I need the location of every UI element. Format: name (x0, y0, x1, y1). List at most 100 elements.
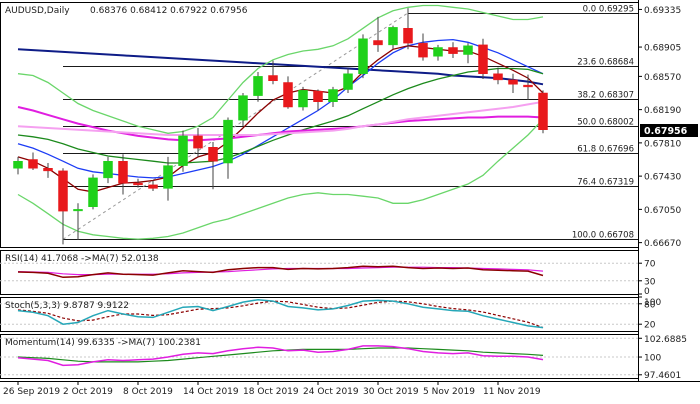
overlay-line-boll (17, 4, 544, 134)
candle (313, 89, 323, 111)
candle-body (163, 165, 173, 189)
candle (523, 74, 533, 100)
candle-body (403, 28, 413, 44)
candle (373, 16, 383, 52)
momentum-tick-label: 97.4601 (644, 371, 681, 381)
stoch-signal-line (17, 300, 544, 329)
candle (508, 73, 518, 93)
candle (28, 152, 38, 170)
candle (478, 38, 488, 79)
candle (463, 43, 473, 64)
candle-body (28, 159, 38, 169)
candle-body (223, 119, 233, 164)
candle-body (298, 90, 308, 108)
candle-body (208, 147, 218, 162)
candle-body (103, 161, 113, 179)
stoch-tick-label: 100 (644, 298, 661, 308)
time-tick-label: 11 Nov 2019 (483, 387, 541, 397)
fib-level-label: 0.0 0.69295 (583, 5, 634, 15)
candle (343, 68, 353, 93)
ohlc-readout: 0.68376 0.68412 0.67922 0.67956 (90, 6, 248, 16)
candle-body (388, 27, 398, 46)
candle (328, 86, 338, 107)
price-tick-label: 0.68190 (644, 106, 681, 116)
candle-body (448, 47, 458, 54)
candle (88, 174, 98, 210)
stoch-tick-label: 80 (644, 300, 656, 310)
price-tick-label: 0.67810 (644, 139, 681, 149)
candle-body (508, 79, 518, 85)
time-tick-label: 14 Oct 2019 (183, 387, 239, 397)
candle-body (493, 73, 503, 81)
candle-body (133, 182, 143, 186)
candle (253, 72, 263, 102)
candle-body (343, 73, 353, 90)
candle (418, 33, 428, 61)
candle (448, 42, 458, 58)
fib-anchor-line (62, 12, 409, 240)
rsi-tick-label: 0 (644, 287, 650, 297)
candle-body (418, 42, 428, 58)
overlay-line-navy (17, 48, 544, 86)
time-tick-label: 18 Oct 2019 (243, 387, 299, 397)
price-tick-label: 0.69335 (644, 6, 681, 16)
time-tick-label: 8 Oct 2019 (123, 387, 173, 397)
candle-body (538, 92, 548, 130)
candle (178, 130, 188, 172)
current-price-tag-bg (640, 124, 698, 137)
candle (433, 44, 443, 61)
candle (388, 25, 398, 50)
candle-body (313, 91, 323, 102)
fib-level-label: 50.0 0.68002 (577, 118, 634, 128)
candle-body (58, 170, 68, 212)
candle-body (253, 76, 263, 96)
candle-body (358, 38, 368, 74)
momentum-signal-line (17, 347, 544, 363)
time-tick-label: 24 Oct 2019 (303, 387, 359, 397)
candle-body (118, 161, 128, 184)
fib-level-label: 38.2 0.68307 (577, 91, 634, 101)
candle (298, 86, 308, 111)
price-tick-label: 0.68570 (644, 73, 681, 83)
overlay-line-pink (17, 100, 544, 136)
rsi-tick-label: 30 (644, 277, 656, 287)
candle-body (478, 44, 488, 74)
stoch-main-line (17, 298, 544, 329)
candle-body (73, 209, 83, 212)
candle-body (178, 135, 188, 166)
candle (103, 156, 113, 184)
candle (193, 128, 203, 157)
price-tick-label: 0.67050 (644, 206, 681, 216)
candle (223, 117, 233, 179)
chart-title: AUDUSD,Daily (5, 6, 70, 16)
overlay-line-magenta (17, 106, 544, 142)
momentum-tick-label: 100 (644, 354, 661, 364)
candle (238, 93, 248, 127)
candle (283, 76, 293, 109)
candle (358, 34, 368, 79)
candle (148, 180, 158, 191)
candle (163, 156, 173, 201)
candle-body (373, 40, 383, 46)
momentum-tick-label: 102.6885 (644, 335, 687, 345)
candle-body (283, 82, 293, 108)
candle (13, 156, 23, 175)
candle-body (43, 168, 53, 172)
overlay-line-boll (17, 118, 544, 240)
candle-body (88, 177, 98, 207)
time-tick-label: 5 Nov 2019 (423, 387, 475, 397)
candle (403, 8, 413, 50)
candle (208, 142, 218, 190)
rsi-label: RSI(14) 41.7068 ->MA(7) 52.0138 (5, 254, 159, 264)
rsi-tick-label: 70 (644, 260, 656, 270)
candle-body (328, 89, 338, 102)
candle (58, 168, 68, 245)
time-tick-label: 26 Sep 2019 (3, 387, 60, 397)
stoch-tick-label: 20 (644, 321, 656, 331)
overlay-line-green (17, 67, 544, 164)
candle-body (268, 75, 278, 81)
candle-body (523, 84, 533, 88)
candle (493, 67, 503, 85)
